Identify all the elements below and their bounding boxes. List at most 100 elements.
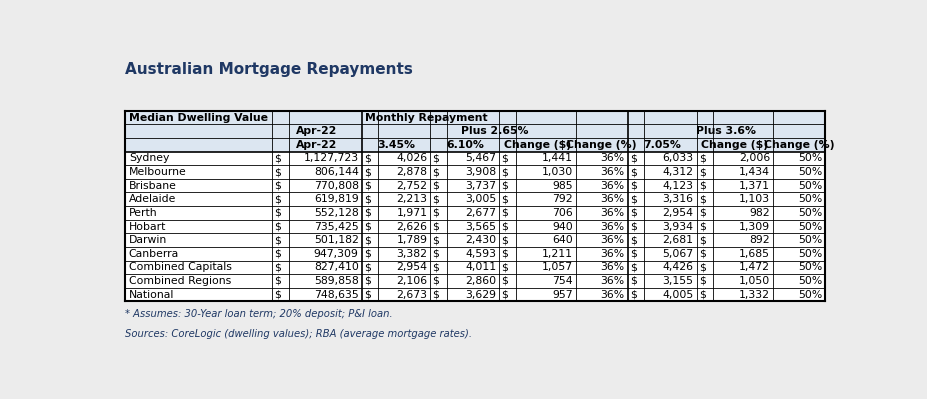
Text: 735,425: 735,425: [314, 221, 359, 231]
Text: $: $: [502, 276, 508, 286]
Text: $: $: [502, 194, 508, 204]
Text: 3,316: 3,316: [663, 194, 693, 204]
Text: 982: 982: [749, 208, 770, 218]
Text: $: $: [699, 235, 705, 245]
Text: 4,312: 4,312: [663, 167, 693, 177]
Text: $: $: [699, 208, 705, 218]
Text: 50%: 50%: [798, 235, 822, 245]
Text: 1,103: 1,103: [739, 194, 770, 204]
Text: 1,971: 1,971: [397, 208, 427, 218]
Text: 4,426: 4,426: [663, 262, 693, 273]
Text: $: $: [699, 249, 705, 259]
Text: $: $: [629, 290, 637, 300]
Text: 892: 892: [749, 235, 770, 245]
Text: 2,106: 2,106: [397, 276, 427, 286]
Text: $: $: [433, 290, 439, 300]
Text: $: $: [502, 249, 508, 259]
Text: $: $: [502, 208, 508, 218]
Text: 501,182: 501,182: [314, 235, 359, 245]
Text: Change ($): Change ($): [504, 140, 571, 150]
Text: $: $: [363, 208, 371, 218]
Bar: [125, 124, 825, 138]
Text: $: $: [502, 262, 508, 273]
Text: 36%: 36%: [601, 167, 625, 177]
Text: 640: 640: [552, 235, 573, 245]
Text: $: $: [629, 262, 637, 273]
Text: 1,472: 1,472: [739, 262, 770, 273]
Text: 2,954: 2,954: [397, 262, 427, 273]
Text: 3,005: 3,005: [465, 194, 496, 204]
Text: 552,128: 552,128: [314, 208, 359, 218]
Text: 3,155: 3,155: [663, 276, 693, 286]
Bar: [125, 111, 825, 301]
Text: $: $: [433, 181, 439, 191]
Text: 1,332: 1,332: [739, 290, 770, 300]
Text: 1,685: 1,685: [739, 249, 770, 259]
Text: $: $: [363, 181, 371, 191]
Text: Combined Capitals: Combined Capitals: [129, 262, 232, 273]
Text: 50%: 50%: [798, 194, 822, 204]
Text: Plus 2.65%: Plus 2.65%: [461, 126, 528, 136]
Text: 6,033: 6,033: [663, 154, 693, 164]
Text: 3,934: 3,934: [663, 221, 693, 231]
Text: 3,629: 3,629: [465, 290, 496, 300]
Text: 1,441: 1,441: [541, 154, 573, 164]
Text: $: $: [502, 167, 508, 177]
Text: 827,410: 827,410: [314, 262, 359, 273]
Text: $: $: [363, 290, 371, 300]
Bar: [125, 138, 825, 152]
Text: Brisbane: Brisbane: [129, 181, 177, 191]
Text: 706: 706: [552, 208, 573, 218]
Text: Combined Regions: Combined Regions: [129, 276, 231, 286]
Text: 1,030: 1,030: [541, 167, 573, 177]
Text: $: $: [629, 235, 637, 245]
Text: $: $: [433, 249, 439, 259]
Text: 2,681: 2,681: [663, 235, 693, 245]
Text: $: $: [433, 194, 439, 204]
Text: 792: 792: [552, 194, 573, 204]
Text: 2,752: 2,752: [397, 181, 427, 191]
Text: 2,673: 2,673: [397, 290, 427, 300]
Text: * Assumes: 30-Year loan term; 20% deposit; P&I loan.: * Assumes: 30-Year loan term; 20% deposi…: [125, 309, 393, 319]
Text: 2,626: 2,626: [397, 221, 427, 231]
Text: 36%: 36%: [601, 181, 625, 191]
Text: 5,467: 5,467: [465, 154, 496, 164]
Text: 957: 957: [552, 290, 573, 300]
Text: $: $: [274, 194, 281, 204]
Text: 1,057: 1,057: [541, 262, 573, 273]
Text: Hobart: Hobart: [129, 221, 166, 231]
Text: 36%: 36%: [601, 194, 625, 204]
Text: $: $: [699, 290, 705, 300]
Text: $: $: [363, 221, 371, 231]
Text: $: $: [274, 208, 281, 218]
Text: 4,026: 4,026: [397, 154, 427, 164]
Text: $: $: [274, 154, 281, 164]
Text: 36%: 36%: [601, 276, 625, 286]
Text: 940: 940: [552, 221, 573, 231]
Text: $: $: [433, 167, 439, 177]
Text: 5,067: 5,067: [663, 249, 693, 259]
Text: Melbourne: Melbourne: [129, 167, 186, 177]
Text: Adelaide: Adelaide: [129, 194, 176, 204]
Text: 4,011: 4,011: [465, 262, 496, 273]
Text: $: $: [433, 208, 439, 218]
Text: $: $: [629, 154, 637, 164]
Text: Perth: Perth: [129, 208, 158, 218]
Text: 36%: 36%: [601, 235, 625, 245]
Text: $: $: [363, 154, 371, 164]
Text: $: $: [629, 249, 637, 259]
Text: $: $: [274, 181, 281, 191]
Text: 7.05%: 7.05%: [643, 140, 681, 150]
Text: 36%: 36%: [601, 290, 625, 300]
Text: $: $: [274, 249, 281, 259]
Text: $: $: [363, 167, 371, 177]
Text: Darwin: Darwin: [129, 235, 167, 245]
Text: 2,213: 2,213: [397, 194, 427, 204]
Text: $: $: [363, 249, 371, 259]
Text: $: $: [433, 276, 439, 286]
Text: 1,211: 1,211: [541, 249, 573, 259]
Text: 3,565: 3,565: [465, 221, 496, 231]
Text: $: $: [629, 181, 637, 191]
Text: 2,860: 2,860: [465, 276, 496, 286]
Text: 50%: 50%: [798, 262, 822, 273]
